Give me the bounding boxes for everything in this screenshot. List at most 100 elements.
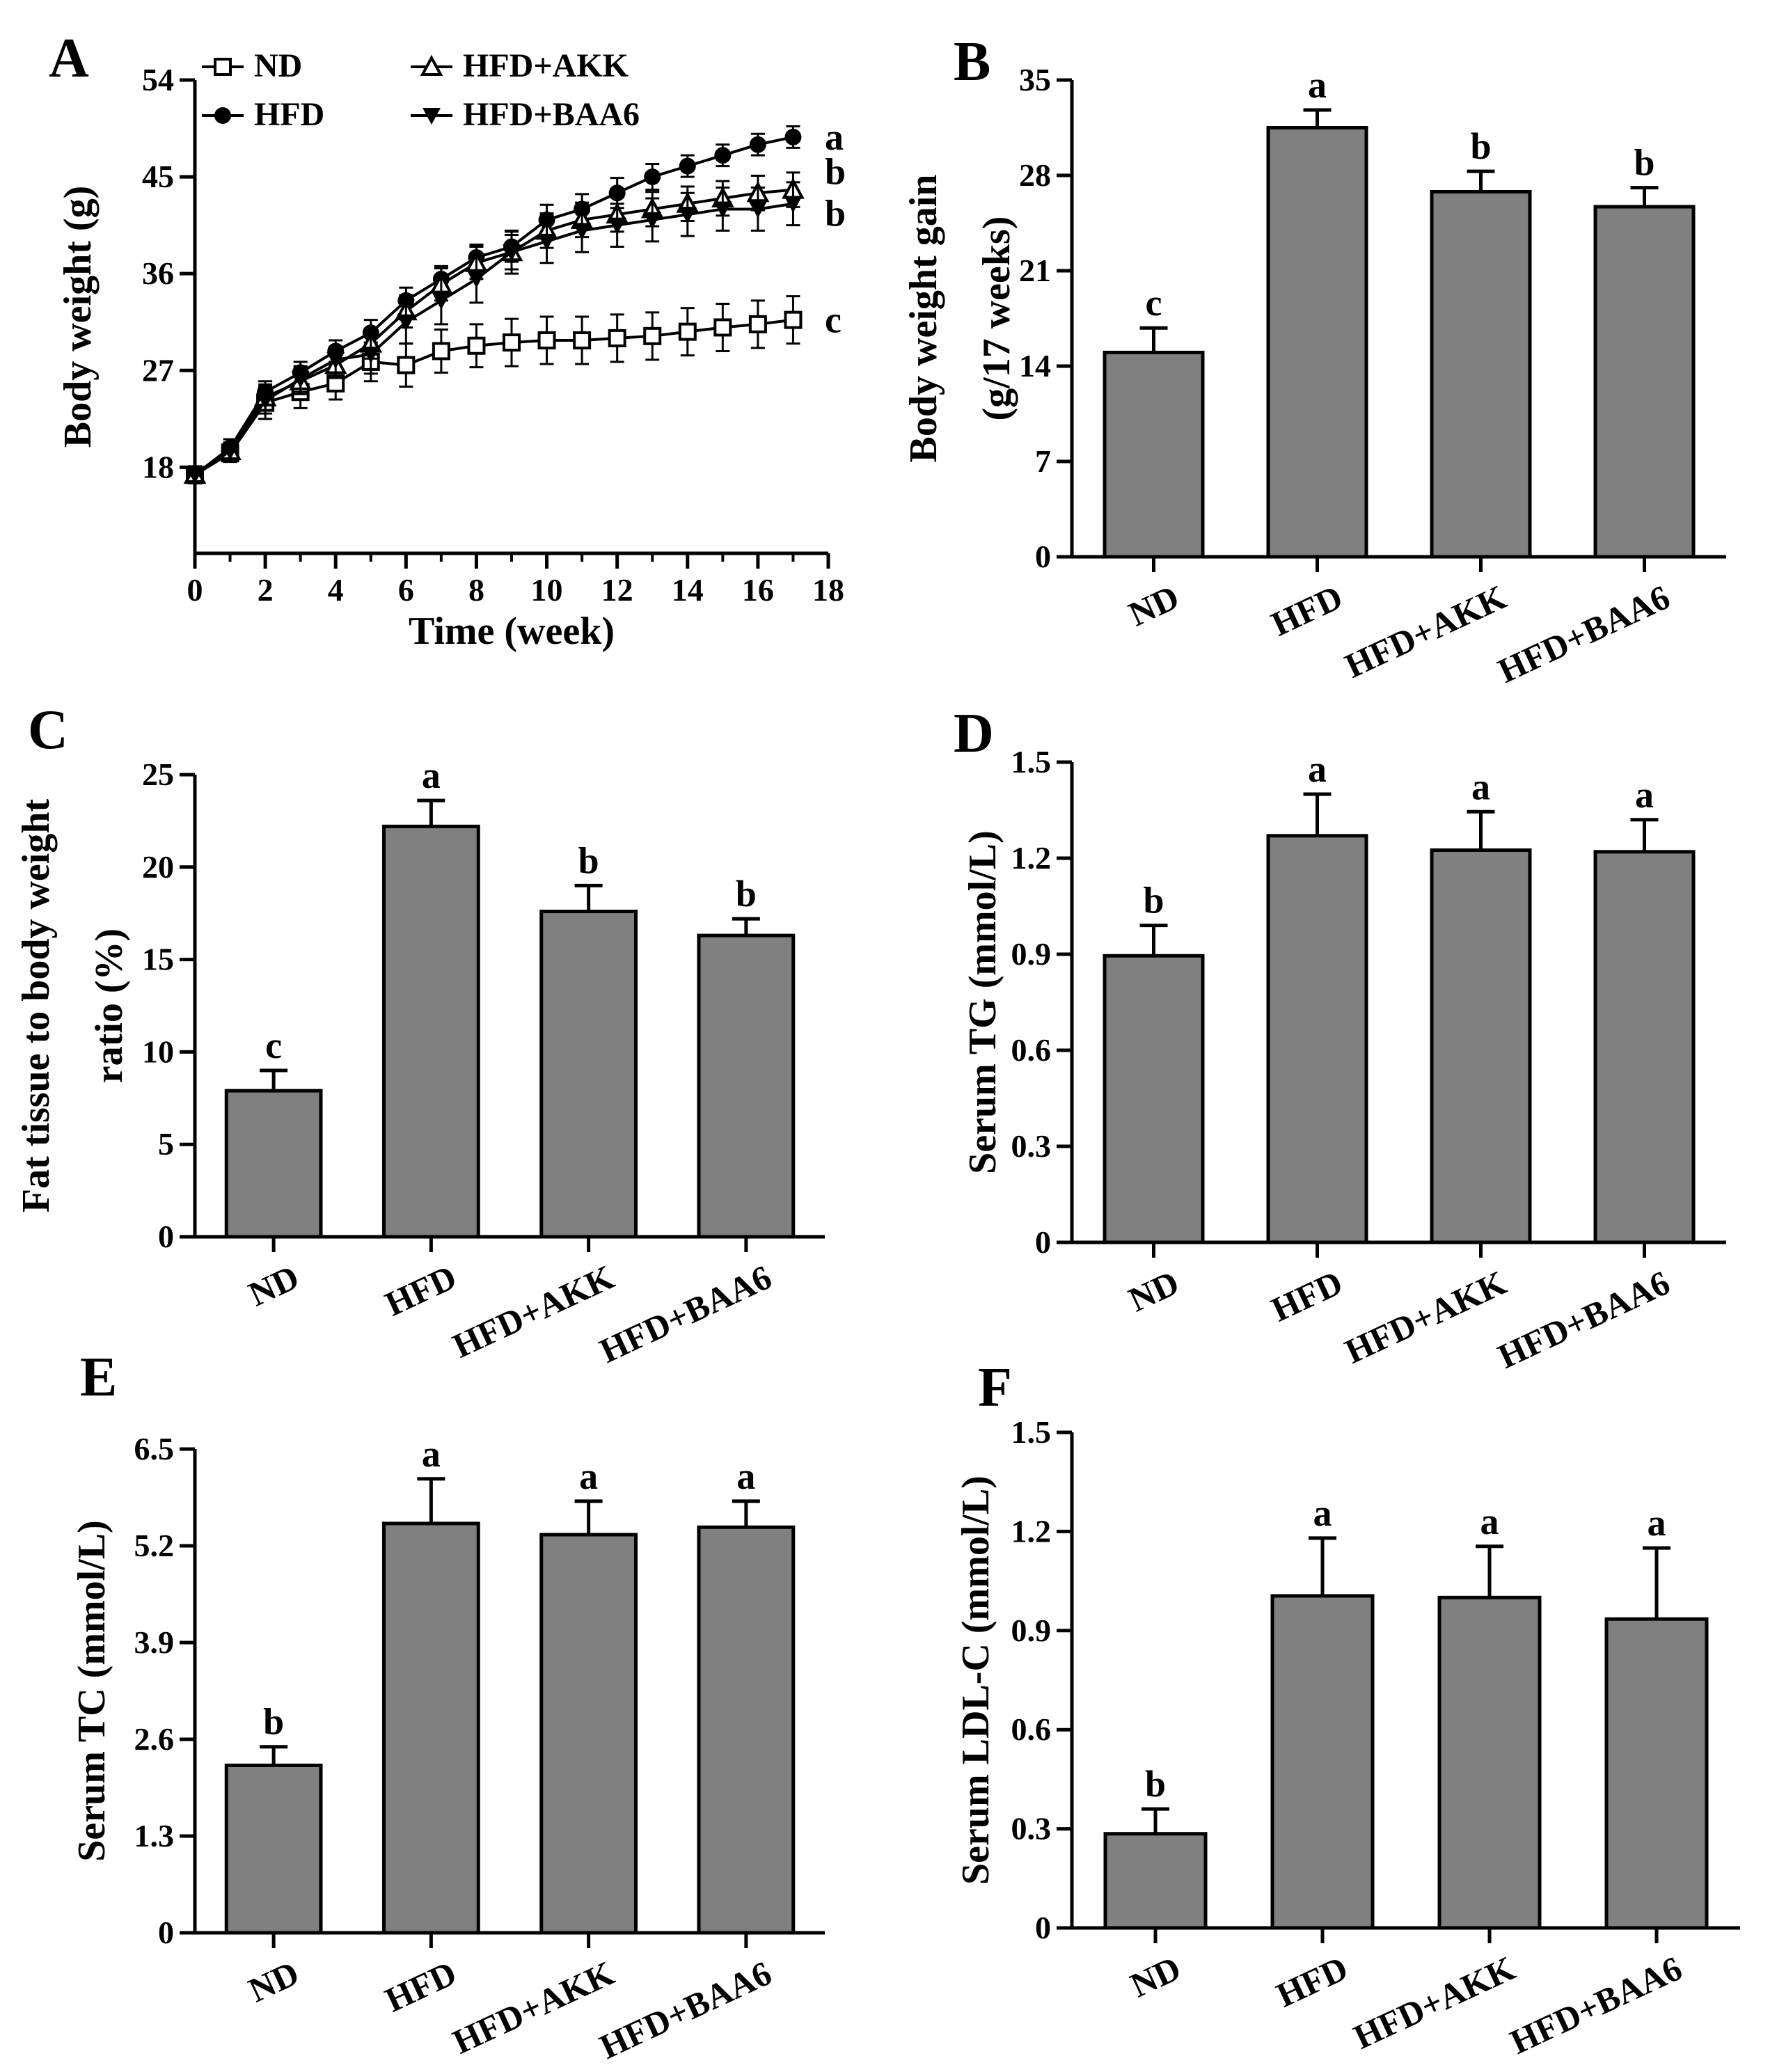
panel-a-line-chart: A 18 27 36 45 54 0 2 4 6 8 10 12 14 16 18 Time (week) Bod… <box>49 28 846 653</box>
significance-letter: c <box>825 299 842 341</box>
data-point <box>221 443 239 461</box>
y-tick-label: 0.3 <box>1011 1811 1052 1846</box>
significance-letter: b <box>825 151 846 193</box>
data-point <box>467 271 486 288</box>
data-point <box>784 310 803 329</box>
x-axis-title: Time (week) <box>409 610 615 653</box>
bar <box>1103 1832 1208 1930</box>
significance-letter: a <box>1308 748 1327 790</box>
significance-letter: a <box>1313 1492 1332 1534</box>
significance-letter: b <box>1634 142 1654 184</box>
data-point <box>678 322 697 341</box>
bar <box>1437 1595 1542 1930</box>
x-tick-label: HFD+BAA6 <box>1492 1263 1675 1376</box>
data-point <box>643 326 662 345</box>
data-point <box>608 217 626 235</box>
y-tick-label: 7 <box>1035 443 1051 479</box>
y-tick-label: 0 <box>158 1219 174 1254</box>
bar <box>1604 1617 1709 1930</box>
significance-letter: a <box>1480 1501 1499 1542</box>
bar <box>224 1763 323 1935</box>
y-tick-label: 5.2 <box>134 1528 175 1563</box>
significance-letter: c <box>265 1025 282 1066</box>
y-tick-label: 0.9 <box>1011 1613 1052 1648</box>
data-point <box>467 336 486 355</box>
significance-letter: b <box>263 1701 284 1743</box>
data-point <box>432 292 450 310</box>
significance-letter: a <box>422 754 441 796</box>
legend-item: ND <box>202 47 302 84</box>
x-tick-label: 6 <box>398 572 414 608</box>
data-point <box>503 333 521 352</box>
x-tick-label: HFD+BAA6 <box>1492 577 1675 690</box>
significance-letter: a <box>736 1455 755 1497</box>
legend-item: HFD <box>202 96 324 133</box>
y-tick-label: 14 <box>1019 348 1051 383</box>
y-tick-label: 0.6 <box>1011 1711 1052 1747</box>
panel-letter: F <box>978 1357 1012 1418</box>
panel-f-bar-chart: F 0 0.3 0.6 0.9 1.2 1.5 b ND a HFD a HFD+AKK a HFD+BAA… <box>954 1357 1740 2062</box>
y-axis-title: Fat tissue to body weight <box>15 799 58 1213</box>
significance-letter: c <box>1146 282 1162 324</box>
significance-letter: b <box>1470 125 1491 167</box>
y-tick-label: 10 <box>142 1034 174 1069</box>
y-tick-label: 45 <box>142 159 174 194</box>
series-line <box>194 202 793 476</box>
series-line <box>194 188 793 476</box>
data-point <box>432 342 450 361</box>
data-point <box>713 201 732 219</box>
bar <box>1266 126 1368 559</box>
x-tick-label: 8 <box>468 572 484 608</box>
y-tick-label: 36 <box>142 255 174 291</box>
data-point <box>214 58 232 76</box>
bar <box>1430 848 1532 1244</box>
data-point <box>748 201 767 219</box>
data-point <box>749 136 766 153</box>
series-line <box>194 135 793 476</box>
data-point <box>291 371 310 388</box>
y-tick-label: 6.5 <box>134 1431 175 1466</box>
x-tick-label: ND <box>243 1257 305 1313</box>
significance-letter: a <box>422 1433 441 1475</box>
y-tick-label: 0.9 <box>1011 936 1052 972</box>
series-hfd-baa6: b <box>186 181 846 484</box>
x-tick-label: 4 <box>328 572 344 608</box>
legend-label: HFD+BAA6 <box>463 96 640 133</box>
x-tick-label: ND <box>1125 1948 1187 2004</box>
x-tick-label: 2 <box>258 572 274 608</box>
data-point <box>420 54 443 76</box>
x-tick-label: HFD+BAA6 <box>1504 1948 1687 2062</box>
bar <box>697 1525 796 1935</box>
data-point <box>748 315 767 333</box>
x-tick-label: HFD <box>1270 1948 1353 2014</box>
y-tick-label: 0 <box>1035 539 1051 574</box>
data-point <box>537 233 556 251</box>
x-tick-label: HFD+AKK <box>1339 577 1512 686</box>
series-line <box>194 318 793 476</box>
x-tick-label: 18 <box>812 572 844 608</box>
x-tick-label: HFD+AKK <box>1348 1948 1520 2057</box>
x-tick-label: HFD <box>1265 577 1348 643</box>
panel-letter: E <box>80 1347 117 1408</box>
data-point <box>714 147 732 164</box>
y-tick-label: 0 <box>1035 1910 1051 1945</box>
y-axis-title: Serum TG (mmol/L) <box>961 830 1004 1174</box>
y-tick-label: 5 <box>158 1126 174 1162</box>
x-tick-label: HFD+BAA6 <box>594 1953 777 2066</box>
data-point <box>678 207 697 224</box>
legend-item: HFD+BAA6 <box>411 96 640 133</box>
panel-c-bar-chart: C 0 5 10 15 20 25 c ND a HFD b HFD+AKK b HFD+BAA6 Fat t… <box>15 699 825 1370</box>
significance-letter: b <box>578 839 599 881</box>
x-tick-label: HFD <box>1265 1263 1348 1329</box>
legend-label: ND <box>254 47 302 84</box>
y-tick-label: 18 <box>142 449 174 484</box>
y-tick-label: 20 <box>142 849 174 885</box>
y-tick-label: 27 <box>142 352 174 388</box>
data-point <box>573 331 592 349</box>
data-point <box>643 212 662 229</box>
y-tick-label: 1.3 <box>134 1818 175 1853</box>
data-point <box>422 108 441 125</box>
bar <box>1266 834 1368 1244</box>
data-point <box>537 331 556 349</box>
